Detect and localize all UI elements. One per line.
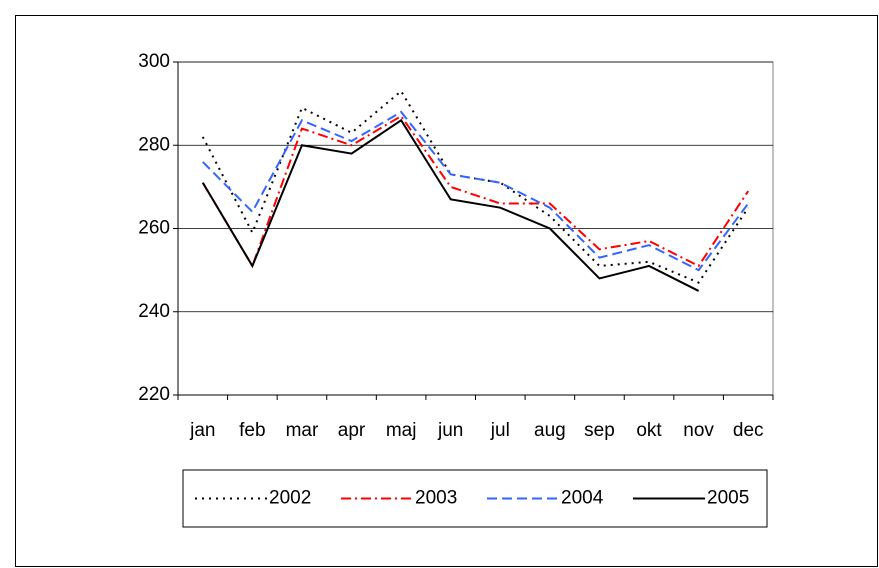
legend-label: 2002 — [269, 488, 311, 509]
x-tick-label: feb — [239, 420, 265, 441]
line-series — [201, 114, 750, 269]
x-tick-label: maj — [386, 420, 417, 441]
legend-label: 2003 — [415, 488, 457, 509]
legend-label: 2005 — [707, 488, 749, 509]
y-tick-label: 260 — [138, 218, 170, 239]
x-tick-label: okt — [636, 420, 662, 441]
line-series — [201, 118, 700, 292]
line-series — [202, 110, 750, 272]
y-tick-label: 300 — [138, 51, 170, 72]
x-tick-label: jul — [490, 420, 510, 441]
x-tick-label: nov — [683, 420, 714, 441]
x-tick-label: mar — [286, 420, 319, 441]
x-tick-label: aug — [534, 420, 566, 441]
y-tick-label: 240 — [138, 301, 170, 322]
x-tick-label: sep — [584, 420, 615, 441]
x-tick-label: dec — [733, 420, 764, 441]
y-tick-label: 220 — [138, 384, 170, 405]
x-tick-label: jan — [189, 420, 215, 441]
x-tick-label: apr — [338, 420, 366, 441]
y-tick-label: 280 — [138, 134, 170, 155]
x-tick-label: jun — [437, 420, 463, 441]
legend-label: 2004 — [561, 488, 604, 509]
